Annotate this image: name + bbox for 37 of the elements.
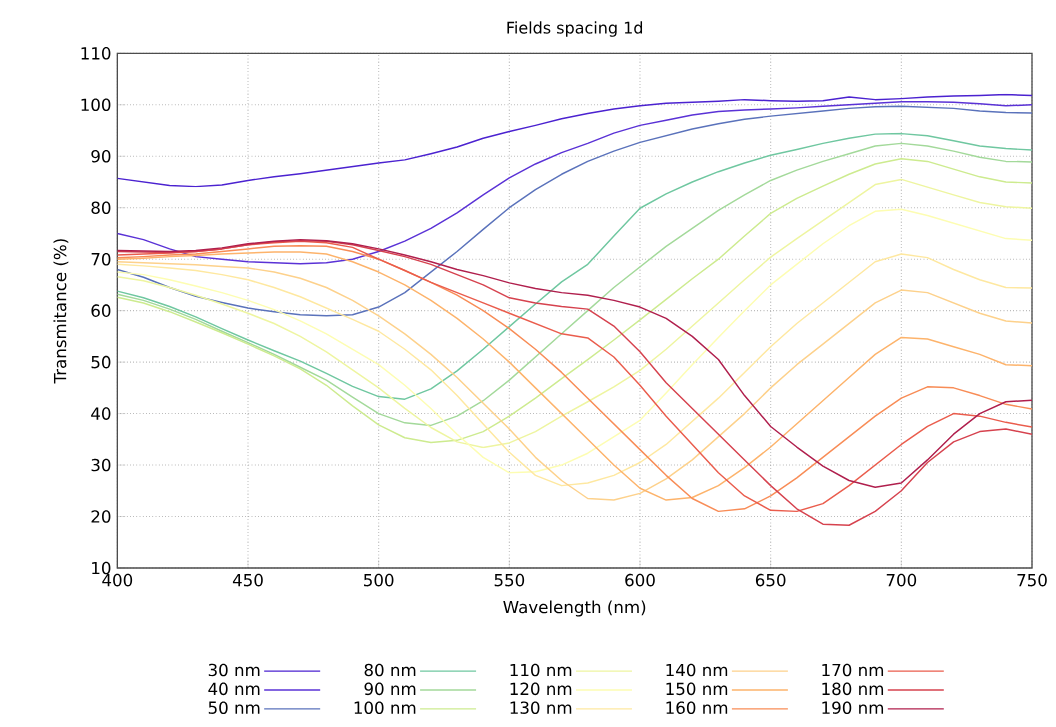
legend-label: 120 nm [510, 682, 572, 696]
x-tick-label: 500 [364, 573, 394, 587]
y-tick-label: 40 [91, 407, 111, 421]
y-tick-label: 90 [91, 150, 111, 163]
legend-label: 50 nm [208, 701, 260, 715]
x-tick-label: 450 [232, 573, 263, 587]
legend-label: 150 nm [666, 682, 728, 696]
legend-label: 140 nm [666, 663, 728, 677]
legend-label: 30 nm [208, 663, 260, 677]
legend-label: 100 nm [354, 701, 416, 715]
y-tick-label: 80 [91, 201, 111, 215]
legend-label: 110 nm [510, 663, 572, 677]
x-tick-label: 550 [494, 573, 525, 587]
legend-label: 40 nm [208, 682, 260, 696]
legend-label: 190 nm [822, 701, 884, 715]
legend-label: 160 nm [666, 701, 728, 715]
legend-label: 180 nm [822, 682, 884, 696]
y-tick-label: 20 [91, 510, 111, 523]
legend-label: 90 nm [364, 682, 416, 696]
y-tick-label: 60 [91, 304, 111, 318]
x-tick-label: 650 [755, 573, 786, 587]
y-tick-label: 70 [91, 253, 111, 266]
legend-label: 130 nm [510, 701, 572, 715]
y-tick-label: 10 [92, 561, 111, 575]
x-axis-title: Wavelength (nm) [503, 600, 646, 617]
y-tick-label: 50 [91, 355, 111, 369]
y-tick-label: 30 [91, 458, 111, 472]
legend-label: 80 nm [364, 663, 416, 677]
x-tick-label: 400 [102, 573, 133, 587]
y-axis-title: Transmitance (%) [53, 239, 69, 384]
chart-title: Fields spacing 1d [507, 21, 643, 37]
x-tick-label: 750 [1017, 573, 1047, 587]
x-tick-label: 700 [886, 573, 917, 587]
y-tick-label: 100 [81, 98, 111, 112]
x-tick-label: 600 [625, 573, 655, 587]
y-tick-label: 110 [81, 47, 111, 60]
legend-label: 170 nm [822, 663, 884, 677]
